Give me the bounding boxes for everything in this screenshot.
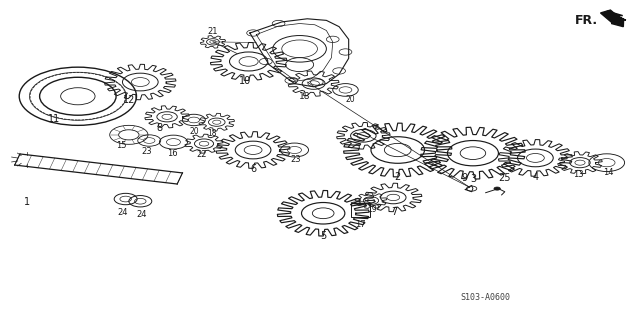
Text: 19: 19	[367, 205, 377, 214]
Text: 17: 17	[355, 220, 366, 229]
Text: 13: 13	[573, 170, 584, 179]
Text: 7: 7	[392, 207, 397, 217]
Circle shape	[494, 187, 500, 190]
Text: 15: 15	[116, 141, 127, 151]
Text: 20: 20	[346, 95, 355, 104]
Text: 24: 24	[117, 208, 128, 217]
Text: 23: 23	[291, 155, 301, 164]
Text: 18: 18	[207, 129, 216, 138]
Text: FR.: FR.	[575, 14, 598, 27]
Text: 18: 18	[299, 93, 310, 101]
Polygon shape	[607, 11, 626, 20]
Text: 9: 9	[461, 173, 467, 183]
Text: 22: 22	[196, 150, 207, 159]
FancyArrow shape	[600, 10, 623, 27]
Text: 1: 1	[24, 197, 30, 207]
Text: 14: 14	[604, 168, 614, 177]
Text: 10: 10	[239, 76, 251, 85]
Text: 11: 11	[48, 114, 60, 123]
Text: 23: 23	[141, 147, 152, 156]
Text: 8: 8	[156, 123, 163, 133]
Text: 4: 4	[532, 172, 538, 182]
Text: 25: 25	[499, 173, 511, 183]
Bar	[351, 203, 371, 217]
Text: 3: 3	[470, 174, 476, 184]
Text: 5: 5	[320, 231, 326, 241]
Text: 12: 12	[123, 94, 135, 105]
Text: 2: 2	[395, 172, 401, 182]
Text: 6: 6	[250, 164, 256, 174]
Text: 20: 20	[189, 127, 198, 136]
Text: S103-A0600: S103-A0600	[461, 293, 511, 301]
Text: 16: 16	[167, 149, 177, 158]
Text: 24: 24	[136, 210, 147, 219]
Text: 21: 21	[208, 27, 218, 36]
